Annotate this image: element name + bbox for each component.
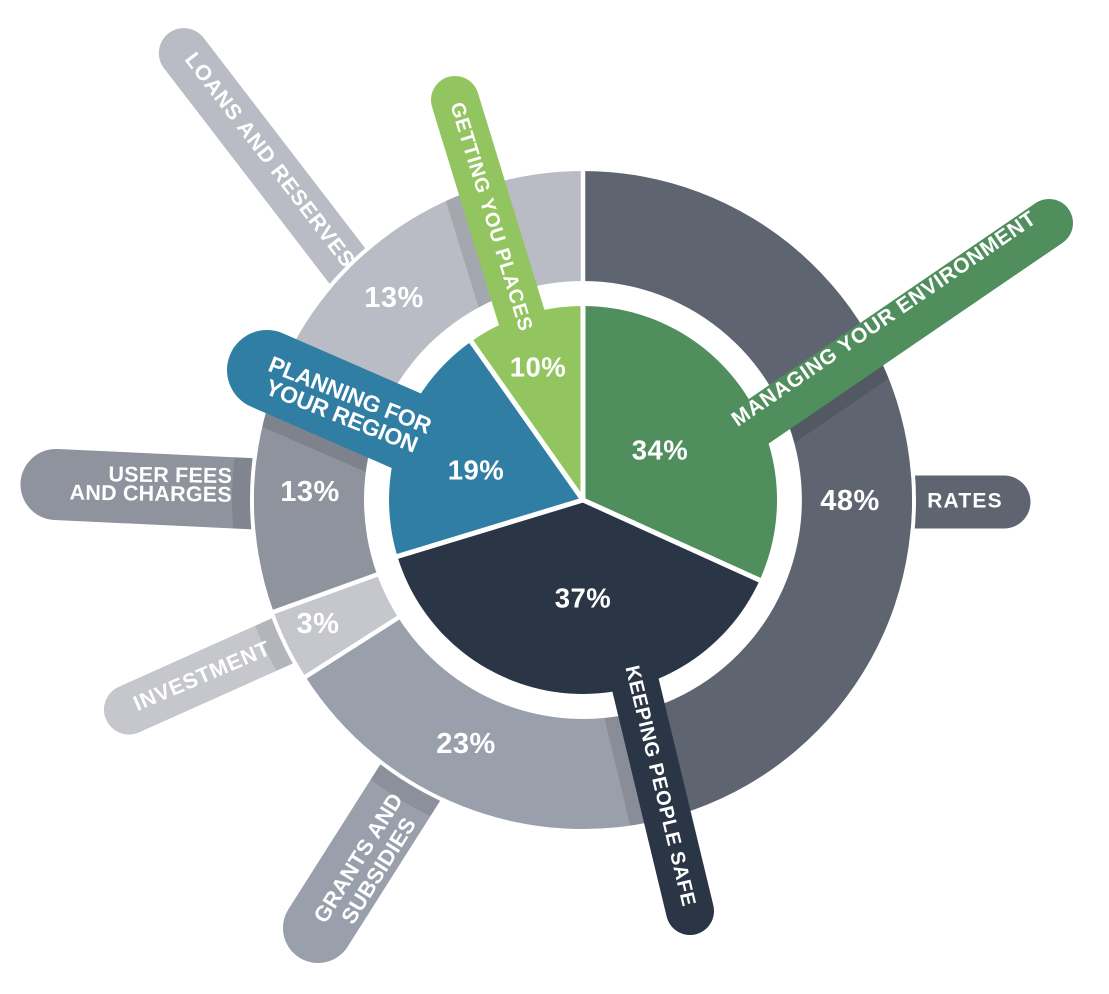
svg-text:RATES: RATES (927, 490, 1003, 513)
svg-text:USER FEES: USER FEES (108, 462, 232, 488)
svg-text:23%: 23% (436, 728, 496, 760)
svg-text:34%: 34% (632, 435, 689, 466)
svg-text:37%: 37% (555, 583, 612, 614)
svg-text:AND CHARGES: AND CHARGES (69, 481, 232, 507)
svg-text:13%: 13% (280, 476, 340, 508)
svg-text:48%: 48% (820, 485, 880, 517)
svg-text:19%: 19% (448, 455, 505, 486)
svg-text:13%: 13% (364, 282, 424, 314)
svg-text:3%: 3% (297, 608, 340, 640)
svg-text:10%: 10% (510, 352, 567, 383)
